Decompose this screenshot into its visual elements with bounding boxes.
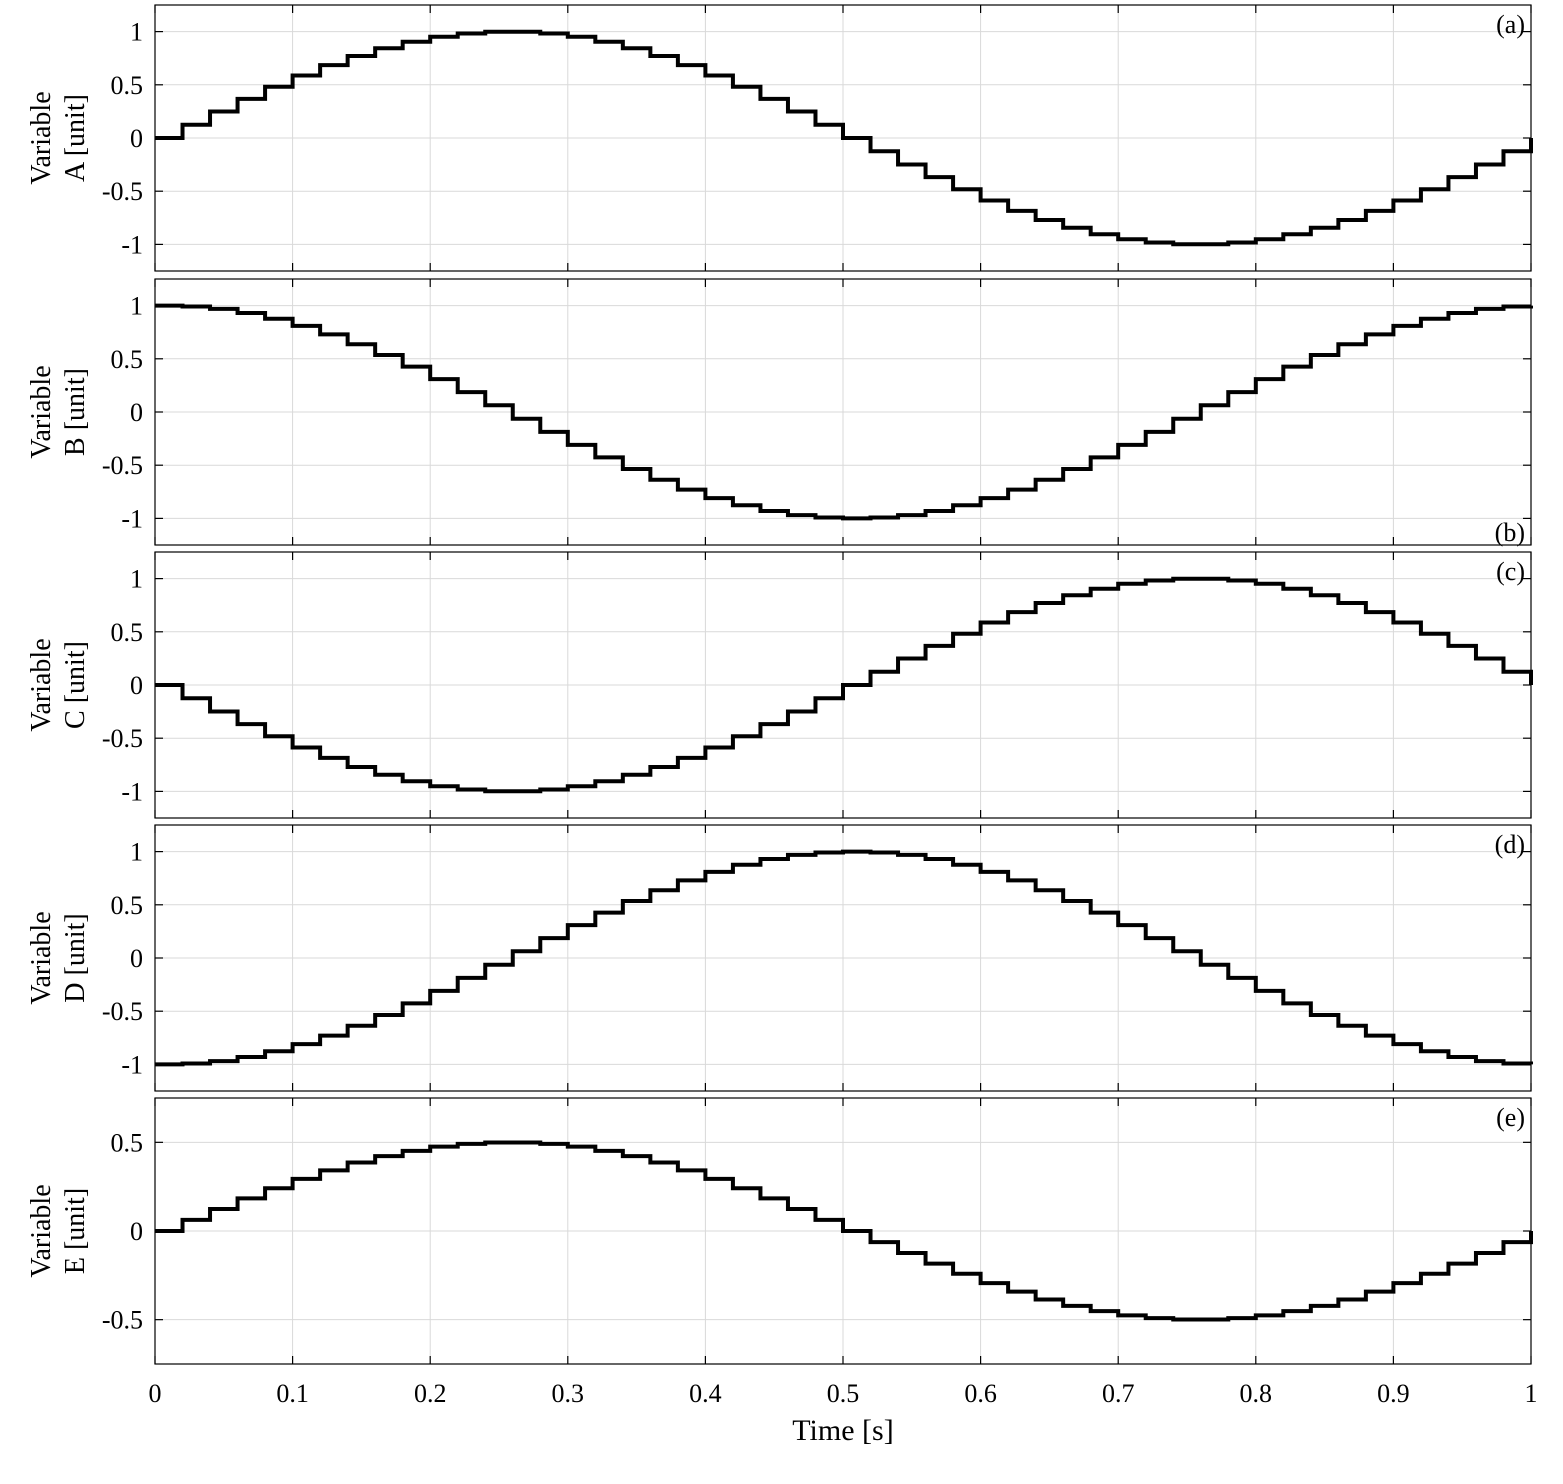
panel-tag: (e) bbox=[1496, 1103, 1525, 1132]
series-line-e bbox=[155, 1140, 1533, 1322]
plot-frame bbox=[154, 1097, 1532, 1365]
y-tick-label: 1 bbox=[130, 292, 143, 321]
x-tick-label: 0.2 bbox=[414, 1379, 447, 1408]
plot-frame bbox=[154, 4, 1532, 272]
panel-b: 1 0.5 0 -0.5 -1 Variable B [unit] (b) bbox=[26, 278, 1533, 547]
y-tick-label: -1 bbox=[121, 504, 143, 533]
y-axis-label-line2: A [unit] bbox=[60, 94, 91, 182]
x-tick-label: 0.7 bbox=[1102, 1379, 1135, 1408]
y-axis-label-line2: B [unit] bbox=[60, 368, 91, 456]
plot-frame bbox=[154, 551, 1532, 819]
series-line-d bbox=[155, 849, 1533, 1067]
y-axis-label-line1: Variable bbox=[26, 91, 57, 184]
y-tick-label: 0 bbox=[130, 671, 143, 700]
panel-tag: (d) bbox=[1495, 830, 1525, 859]
y-axis-label-line1: Variable bbox=[26, 911, 57, 1004]
y-tick-label: 0.5 bbox=[111, 345, 144, 374]
y-axis-label-line2: D [unit] bbox=[60, 913, 91, 1002]
series-line-b bbox=[155, 303, 1533, 521]
y-tick-label: 0.5 bbox=[111, 618, 144, 647]
y-tick-label: 0 bbox=[130, 944, 143, 973]
plot-frame bbox=[154, 278, 1532, 546]
y-tick-label: 1 bbox=[130, 838, 143, 867]
y-axis-label-line1: Variable bbox=[26, 638, 57, 731]
y-tick-label: -1 bbox=[121, 230, 143, 259]
y-tick-label: 0 bbox=[130, 124, 143, 153]
y-axis-label-line2: C [unit] bbox=[60, 641, 91, 729]
x-tick-label: 0.6 bbox=[964, 1379, 997, 1408]
y-axis-label: Variable D [unit] bbox=[26, 911, 91, 1004]
y-tick-label: -0.5 bbox=[102, 724, 143, 753]
x-tick-label: 0.3 bbox=[552, 1379, 585, 1408]
y-tick-label: 0.5 bbox=[111, 891, 144, 920]
y-axis-label-line1: Variable bbox=[26, 365, 57, 458]
series-line-c bbox=[155, 576, 1533, 794]
y-axis-label: Variable C [unit] bbox=[26, 638, 91, 731]
panel-tag: (b) bbox=[1495, 518, 1525, 547]
y-tick-label: 0.5 bbox=[111, 71, 144, 100]
y-axis-label: Variable B [unit] bbox=[26, 365, 91, 458]
x-tick-label: 0.4 bbox=[689, 1379, 722, 1408]
y-tick-label: -0.5 bbox=[102, 177, 143, 206]
y-tick-label: -1 bbox=[121, 1050, 143, 1079]
panel-c: 1 0.5 0 -0.5 -1 Variable C [unit] (c) bbox=[26, 551, 1533, 819]
panel-d: 1 0.5 0 -0.5 -1 Variable D [unit] (d) bbox=[26, 824, 1533, 1092]
panel-tag: (c) bbox=[1496, 557, 1525, 586]
x-tick-label: 1 bbox=[1525, 1379, 1538, 1408]
y-axis-label: Variable E [unit] bbox=[26, 1184, 91, 1277]
y-tick-label: 0 bbox=[130, 1217, 143, 1246]
x-tick-label: 0.9 bbox=[1377, 1379, 1410, 1408]
x-axis: 0 0.1 0.2 0.3 0.4 0.5 0.6 0.7 0.8 0.9 1 bbox=[149, 1379, 1538, 1408]
panel-tag: (a) bbox=[1496, 10, 1525, 39]
panel-a: 1 0.5 0 -0.5 -1 Variable A [unit] (a) bbox=[26, 4, 1533, 272]
y-tick-label: -0.5 bbox=[102, 451, 143, 480]
series-line-a bbox=[155, 29, 1533, 247]
plot-frame bbox=[154, 824, 1532, 1092]
x-tick-label: 0 bbox=[149, 1379, 162, 1408]
y-tick-label: -0.5 bbox=[102, 1306, 143, 1335]
y-axis-label: Variable A [unit] bbox=[26, 91, 91, 184]
x-tick-label: 0.8 bbox=[1240, 1379, 1273, 1408]
panel-e: 0.5 0 -0.5 Variable E [unit] (e) bbox=[26, 1097, 1533, 1365]
y-tick-label: -0.5 bbox=[102, 997, 143, 1026]
x-axis-label: Time [s] bbox=[792, 1414, 893, 1447]
y-axis-label-line1: Variable bbox=[26, 1184, 57, 1277]
y-axis-label-line2: E [unit] bbox=[60, 1188, 91, 1274]
x-tick-label: 0.1 bbox=[276, 1379, 309, 1408]
x-tick-label: 0.5 bbox=[827, 1379, 860, 1408]
y-tick-label: 1 bbox=[130, 565, 143, 594]
y-tick-label: 0 bbox=[130, 398, 143, 427]
y-tick-label: 0.5 bbox=[111, 1128, 144, 1157]
y-tick-label: 1 bbox=[130, 18, 143, 47]
y-tick-label: -1 bbox=[121, 777, 143, 806]
